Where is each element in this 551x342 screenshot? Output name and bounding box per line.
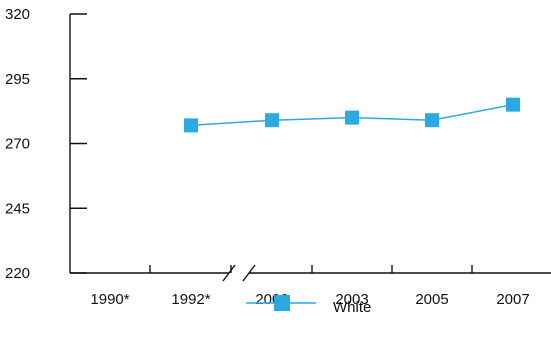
x-tick-label: 1992* (171, 291, 210, 308)
y-axis: 220 245 270 295 320 (5, 6, 87, 282)
y-tick-label: 245 (5, 200, 30, 217)
y-tick-label: 320 (5, 6, 30, 23)
y-tick-label: 270 (5, 136, 30, 153)
axis-break-mark (222, 264, 236, 282)
data-point (425, 113, 439, 128)
series-layer (184, 97, 520, 133)
legend-marker (274, 295, 290, 311)
data-point (184, 118, 198, 133)
legend-label: White (333, 299, 371, 316)
y-tick-label: 295 (5, 71, 30, 88)
x-axis: 1990* 1992* 2000 2003 2005 2007 (70, 264, 551, 308)
data-point (265, 113, 279, 128)
data-point (506, 97, 520, 112)
x-tick-label: 2003 (335, 291, 368, 308)
legend: White (246, 295, 371, 316)
axis-break-mark (242, 264, 256, 282)
y-tick-label: 220 (5, 265, 30, 282)
data-point (345, 110, 359, 125)
x-tick-label: 2007 (496, 291, 529, 308)
x-tick-label: 1990* (90, 291, 129, 308)
x-tick-label: 2005 (415, 291, 448, 308)
